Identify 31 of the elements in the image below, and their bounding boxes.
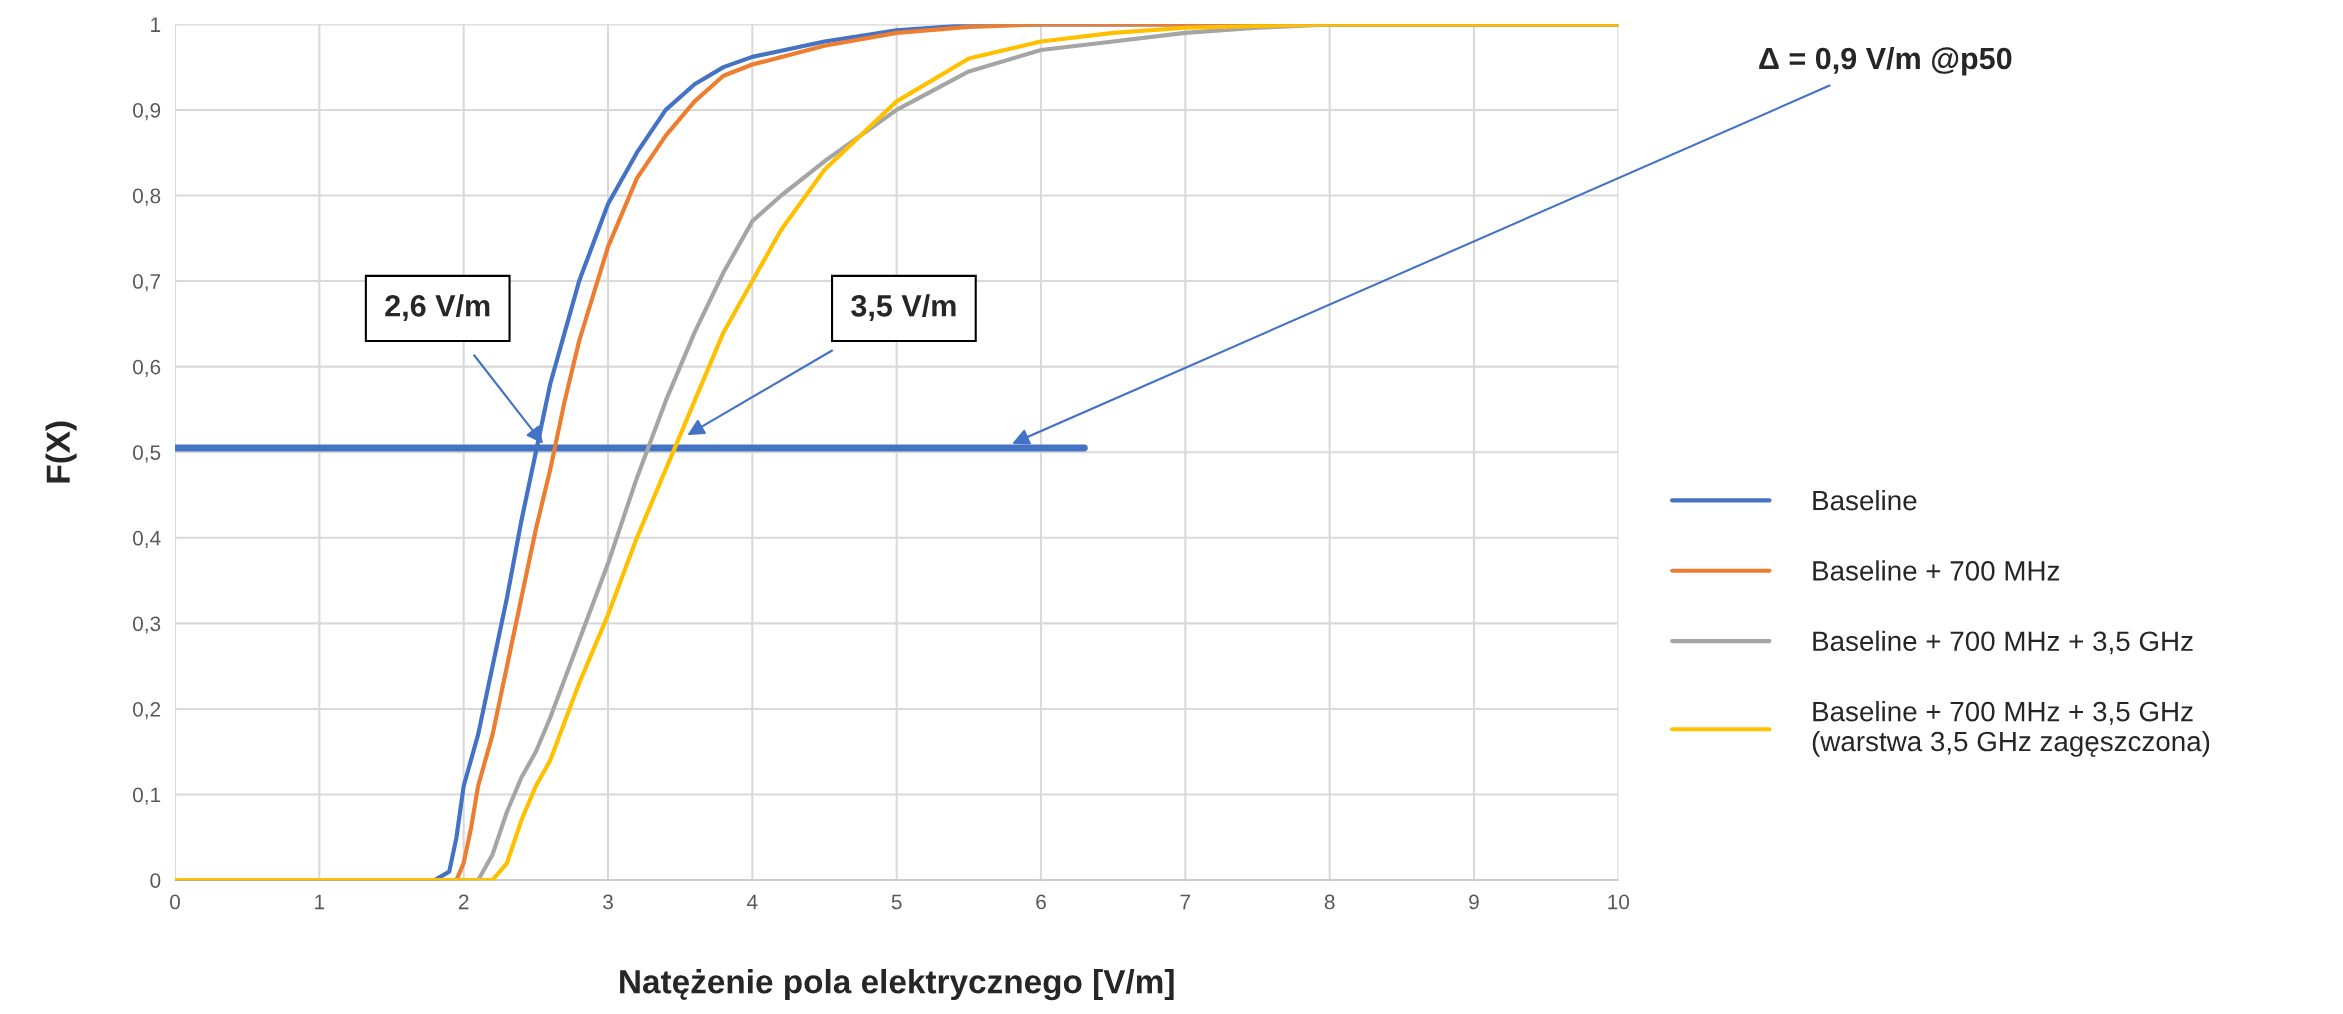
x-tick-label: 6	[1036, 894, 1046, 910]
y-tick-label: 0,2	[132, 701, 161, 720]
y-tick-label: 0,5	[132, 445, 161, 463]
annotation: Δ = 0,9 V/m @p50	[1759, 46, 2012, 76]
y-tick-label: 0,9	[132, 102, 161, 121]
x-tick-label: 2	[458, 894, 469, 910]
y-tick-label: 0,6	[132, 359, 161, 377]
x-axis-title: Natężenie pola elektrycznego [V/m]	[620, 969, 1174, 1001]
x-tick-label: 9	[1469, 894, 1479, 910]
x-tick-label: 3	[603, 894, 613, 910]
y-tick-label: 0,7	[132, 274, 161, 292]
legend-label: Baseline + 700 MHz + 3,5 GHz	[1813, 630, 2193, 655]
y-tick-label: 0,8	[132, 188, 161, 206]
x-tick-label: 7	[1180, 894, 1191, 910]
annotation: 3,5 V/m	[851, 294, 956, 322]
x-tick-label: 4	[747, 894, 758, 910]
x-tick-label: 1	[315, 894, 325, 910]
legend-label: Baseline + 700 MHz	[1813, 560, 2060, 581]
legend-label: Baseline	[1813, 489, 1917, 511]
x-tick-label: 8	[1324, 894, 1335, 910]
x-tick-label: 10	[1608, 894, 1630, 910]
y-tick-label: 0,1	[132, 787, 161, 805]
x-tick-label: 5	[891, 894, 902, 910]
legend-label: Baseline + 700 MHz + 3,5 GHz (warstwa 3,5 GHz zagęszczona)	[1812, 700, 2210, 757]
y-tick-label: 0	[150, 873, 161, 888]
y-tick-label: 0,4	[132, 530, 161, 549]
y-tick-label: 0,3	[132, 616, 161, 634]
y-tick-label: 1	[151, 17, 161, 32]
y-axis-title: F(X)	[45, 421, 77, 483]
annotation: 2,6 V/m	[385, 294, 490, 322]
x-tick-label: 0	[170, 894, 180, 910]
